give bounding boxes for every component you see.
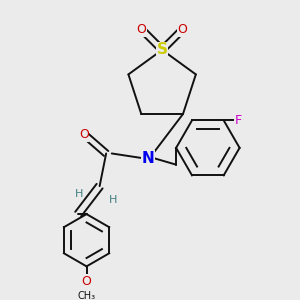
Text: N: N <box>142 151 155 166</box>
Text: O: O <box>137 23 146 36</box>
Text: O: O <box>178 23 188 36</box>
Text: S: S <box>157 42 168 57</box>
Text: O: O <box>82 275 92 288</box>
Text: H: H <box>75 189 83 199</box>
Text: F: F <box>235 114 242 127</box>
Text: H: H <box>109 195 117 205</box>
Text: O: O <box>79 128 89 141</box>
Text: CH₃: CH₃ <box>77 291 96 300</box>
